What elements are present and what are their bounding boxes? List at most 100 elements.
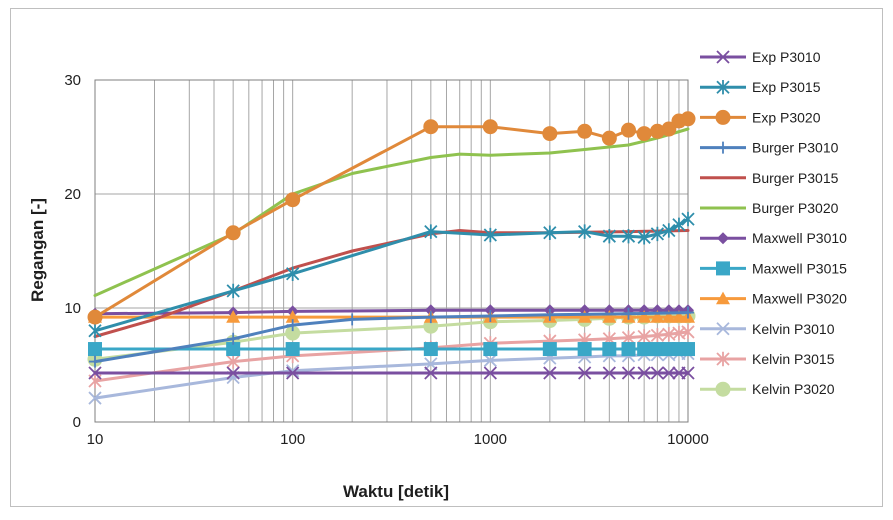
series-exp-p3020 bbox=[87, 111, 696, 325]
data-point bbox=[602, 228, 616, 244]
legend-item: Burger P3010 bbox=[700, 140, 839, 156]
data-point bbox=[650, 328, 665, 343]
series-burger-p3020 bbox=[93, 127, 690, 297]
data-point bbox=[717, 141, 729, 154]
data-point bbox=[716, 291, 730, 305]
y-tick-label: 30 bbox=[64, 72, 81, 89]
data-point bbox=[578, 366, 592, 380]
data-point bbox=[286, 319, 299, 332]
data-point bbox=[650, 310, 665, 323]
data-point bbox=[602, 310, 617, 323]
data-point bbox=[424, 224, 438, 239]
series-exp-p3010 bbox=[88, 366, 695, 380]
data-point bbox=[484, 309, 497, 322]
data-point bbox=[602, 366, 616, 380]
data-point bbox=[715, 109, 731, 125]
data-point bbox=[226, 366, 240, 380]
data-point bbox=[716, 80, 730, 95]
legend-label: Kelvin P3010 bbox=[752, 321, 835, 337]
series-line bbox=[93, 330, 690, 383]
legend-item: Kelvin P3020 bbox=[700, 381, 835, 397]
data-point bbox=[620, 122, 636, 138]
legend-item: Exp P3010 bbox=[700, 49, 821, 65]
data-point bbox=[662, 366, 676, 380]
data-point bbox=[542, 342, 557, 357]
legend-item: Exp P3015 bbox=[700, 79, 821, 95]
data-point bbox=[483, 227, 497, 243]
data-point bbox=[577, 342, 592, 357]
data-point bbox=[715, 381, 731, 397]
data-point bbox=[286, 364, 300, 378]
legend-label: Burger P3010 bbox=[752, 140, 839, 156]
data-point bbox=[650, 226, 665, 242]
axis-ticks: 0 10 20 30 10 100 1000 10000 bbox=[64, 72, 709, 448]
data-point bbox=[621, 342, 636, 357]
legend-label: Kelvin P3020 bbox=[752, 381, 835, 397]
data-point bbox=[88, 323, 102, 338]
data-point bbox=[716, 261, 730, 276]
data-point bbox=[543, 225, 557, 240]
x-tick-label: 100 bbox=[280, 431, 305, 448]
series-group bbox=[87, 111, 696, 405]
data-point bbox=[672, 217, 686, 232]
data-point bbox=[716, 322, 730, 336]
series-line bbox=[93, 217, 690, 333]
data-point bbox=[621, 366, 636, 380]
data-point bbox=[88, 391, 102, 405]
data-point bbox=[483, 366, 497, 380]
series-line bbox=[93, 127, 690, 297]
legend-item: Maxwell P3020 bbox=[700, 291, 847, 307]
data-point bbox=[637, 342, 652, 357]
data-point bbox=[681, 366, 695, 380]
plot-area bbox=[94, 79, 689, 423]
legend: Exp P3010 Exp P3015 Exp P3020 Burger P3010 B… bbox=[700, 49, 847, 397]
data-point bbox=[226, 342, 241, 357]
data-point bbox=[637, 310, 652, 323]
legend-label: Exp P3010 bbox=[752, 49, 821, 65]
legend-item: Exp P3020 bbox=[700, 109, 821, 125]
data-point bbox=[285, 342, 300, 357]
series-maxwell-p3015 bbox=[88, 342, 695, 357]
data-point bbox=[226, 283, 240, 299]
legend-item: Maxwell P3010 bbox=[700, 230, 847, 246]
legend-label: Burger P3015 bbox=[752, 170, 839, 186]
data-point bbox=[637, 329, 651, 344]
data-point bbox=[637, 366, 651, 380]
x-tick-label: 10 bbox=[87, 431, 104, 448]
data-point bbox=[424, 311, 437, 324]
data-point bbox=[88, 366, 102, 380]
data-point bbox=[482, 119, 498, 135]
x-tick-label: 10000 bbox=[667, 431, 709, 448]
data-point bbox=[542, 126, 558, 142]
data-point bbox=[680, 111, 696, 127]
legend-label: Exp P3020 bbox=[752, 109, 821, 125]
data-point bbox=[227, 332, 240, 345]
data-point bbox=[543, 366, 557, 380]
data-point bbox=[226, 310, 241, 323]
data-point bbox=[671, 310, 686, 323]
data-point bbox=[681, 211, 695, 227]
data-point bbox=[716, 50, 730, 64]
series-exp-p3015 bbox=[88, 211, 695, 338]
legend-label: Kelvin P3015 bbox=[752, 351, 835, 367]
data-point bbox=[681, 342, 695, 357]
data-point bbox=[543, 308, 556, 321]
legend-item: Kelvin P3010 bbox=[700, 321, 835, 337]
data-point bbox=[286, 266, 300, 281]
legend-label: Maxwell P3020 bbox=[752, 291, 847, 307]
data-point bbox=[346, 313, 359, 326]
series-burger-p3010 bbox=[89, 306, 694, 368]
data-point bbox=[285, 192, 301, 208]
data-point bbox=[637, 230, 651, 245]
data-point bbox=[483, 353, 497, 368]
legend-item: Kelvin P3015 bbox=[700, 351, 835, 367]
data-point bbox=[423, 119, 439, 135]
legend-label: Burger P3020 bbox=[752, 200, 839, 216]
legend-label: Maxwell P3010 bbox=[752, 230, 847, 246]
data-point bbox=[662, 223, 676, 238]
data-point bbox=[601, 130, 617, 146]
data-point bbox=[661, 310, 676, 323]
x-axis-title: Waktu [detik] bbox=[343, 482, 449, 501]
